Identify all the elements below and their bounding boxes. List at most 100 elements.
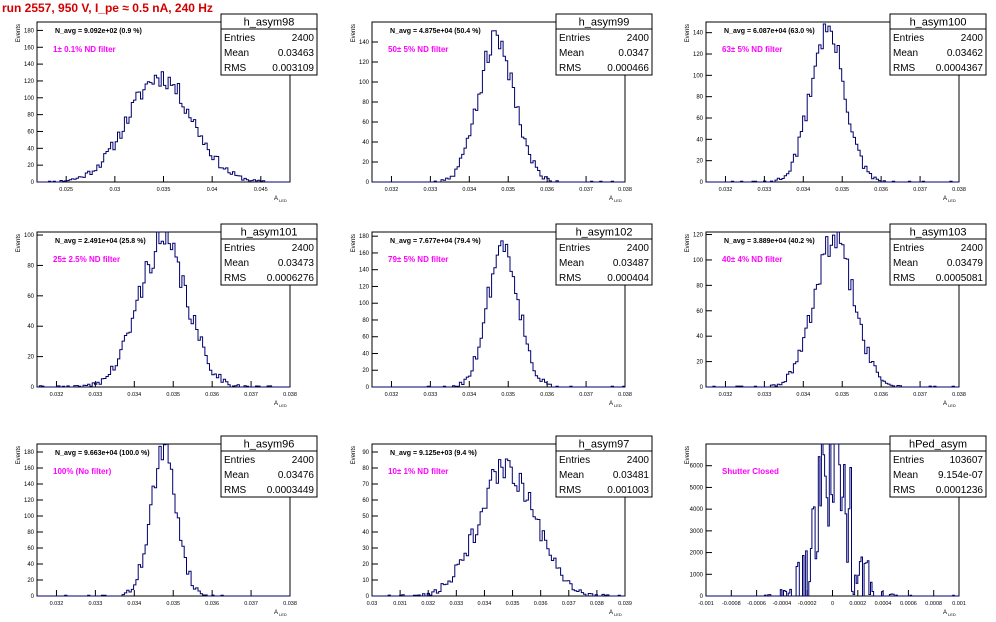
histogram-bars: [706, 23, 959, 183]
y-tick-label: 4000: [690, 507, 704, 513]
stats-key: RMS: [559, 63, 582, 74]
stats-value: 0.0347: [618, 48, 649, 59]
navg-label: N_avg = 4.875e+04 (50.4 %): [390, 28, 481, 35]
x-tick-label: -0.001: [698, 601, 714, 607]
stats-title: h_asym102: [576, 227, 633, 239]
histogram-panel-h_asym103: 0 20 40 60 80 100 120 0.032 0.033 0.034 0.035 0.036…: [685, 223, 987, 408]
filter-annotation: 1± 0.1% ND filter: [53, 45, 116, 54]
x-axis-sublabel: LED: [279, 612, 287, 617]
y-tick-label: 60: [696, 116, 703, 122]
x-tick-label: 0.033: [758, 187, 772, 193]
stats-value: 0.03473: [278, 258, 315, 269]
x-axis-sublabel: LED: [614, 198, 622, 203]
x-tick-label: 0.035: [501, 392, 515, 398]
x-tick-label: 0.03: [367, 601, 378, 607]
y-axis-label: Events: [685, 234, 691, 252]
stats-key: Mean: [893, 48, 918, 59]
y-tick-label: 6000: [690, 464, 704, 470]
histogram-bars: [372, 458, 625, 597]
x-tick-label: 0.033: [424, 392, 438, 398]
y-tick-label: 10: [362, 578, 369, 584]
x-tick-label: 0.033: [424, 187, 438, 193]
stats-key: RMS: [559, 485, 582, 496]
x-tick-label: 0: [831, 601, 834, 607]
y-tick-label: 60: [27, 294, 34, 300]
x-tick-label: 0.035: [835, 187, 849, 193]
filter-annotation: 25± 2.5% ND filter: [53, 255, 120, 264]
y-tick-label: 100: [693, 73, 704, 79]
y-tick-label: 100: [24, 514, 35, 520]
y-axis-label: Events: [16, 446, 22, 464]
x-tick-label: 0.037: [913, 392, 927, 398]
histogram-panel-h_asym96: 0 20 40 60 80 100 120 140 160 180 0.032 0.033 0.034 0…: [16, 435, 318, 617]
y-tick-label: 0: [366, 180, 370, 186]
y-tick-label: 120: [24, 498, 35, 504]
x-tick-label: 0.0002: [849, 601, 866, 607]
y-tick-label: 3000: [690, 529, 704, 535]
x-tick-label: 0.035: [166, 601, 180, 607]
filter-annotation: 79± 5% ND filter: [388, 255, 448, 264]
x-tick-label: -0.0004: [773, 601, 792, 607]
navg-label: N_avg = 2.491e+04 (25.8 %): [55, 238, 146, 245]
stats-key: Mean: [893, 258, 918, 269]
navg-label: N_avg = 9.663e+04 (100.0 %): [55, 450, 150, 457]
x-axis-label: A: [943, 401, 947, 407]
y-tick-label: 0: [31, 594, 35, 600]
stats-key: RMS: [559, 273, 582, 284]
y-tick-label: 80: [696, 283, 703, 289]
stats-value: 2400: [292, 455, 315, 466]
x-tick-label: 0.033: [89, 392, 103, 398]
y-tick-label: 140: [693, 31, 704, 37]
stats-key: Mean: [224, 470, 249, 481]
stats-value: 2400: [292, 33, 315, 44]
stats-box: [889, 28, 987, 76]
x-tick-label: 0.036: [205, 601, 219, 607]
navg-label: N_avg = 6.087e+04 (63.0 %): [724, 28, 815, 35]
x-tick-label: 0.0004: [875, 601, 892, 607]
stats-value: 0.001003: [607, 485, 649, 496]
y-tick-label: 70: [362, 482, 369, 488]
x-axis-sublabel: LED: [948, 403, 956, 408]
stats-key: Entries: [224, 33, 255, 44]
x-axis-sublabel: LED: [948, 612, 956, 617]
y-axis-label: Events: [16, 24, 22, 42]
stats-value: 0.03462: [947, 48, 984, 59]
y-tick-label: 120: [24, 79, 35, 85]
stats-value: 0.000404: [607, 273, 649, 284]
x-axis-sublabel: LED: [614, 403, 622, 408]
x-tick-label: 0.034: [127, 392, 141, 398]
x-axis-label: A: [274, 196, 278, 202]
x-tick-label: 0.032: [719, 392, 733, 398]
y-tick-label: 20: [362, 562, 369, 568]
stats-value: 0.03476: [278, 470, 315, 481]
y-axis-label: Events: [685, 446, 691, 464]
y-axis-label: Events: [351, 446, 357, 464]
x-tick-label: 0.037: [244, 392, 258, 398]
x-tick-label: 0.035: [835, 392, 849, 398]
stats-value: 0.003109: [272, 63, 314, 74]
y-tick-label: 140: [24, 62, 35, 68]
stats-key: Entries: [559, 243, 590, 254]
x-tick-label: 0.034: [478, 601, 492, 607]
x-axis-label: A: [274, 610, 278, 616]
stats-title: hPed_asym: [909, 439, 967, 451]
y-tick-label: 80: [27, 530, 34, 536]
y-tick-label: 40: [362, 140, 369, 146]
y-tick-label: 20: [27, 355, 34, 361]
stats-box: [555, 238, 653, 286]
y-tick-label: 100: [359, 301, 370, 307]
stats-title: h_asym96: [244, 439, 295, 451]
x-tick-label: 0.037: [579, 187, 593, 193]
histogram-bars: [372, 240, 626, 388]
x-tick-label: 0.0008: [925, 601, 942, 607]
x-tick-label: 0.032: [719, 187, 733, 193]
x-tick-label: 0.032: [50, 601, 64, 607]
x-tick-label: 0.038: [283, 601, 297, 607]
y-tick-label: 180: [24, 450, 35, 456]
stats-key: Entries: [559, 33, 590, 44]
x-tick-label: 0.032: [385, 187, 399, 193]
stats-value: 0.03481: [613, 470, 650, 481]
stats-key: Mean: [224, 48, 249, 59]
stats-key: RMS: [893, 273, 916, 284]
stats-title: h_asym98: [244, 17, 295, 29]
